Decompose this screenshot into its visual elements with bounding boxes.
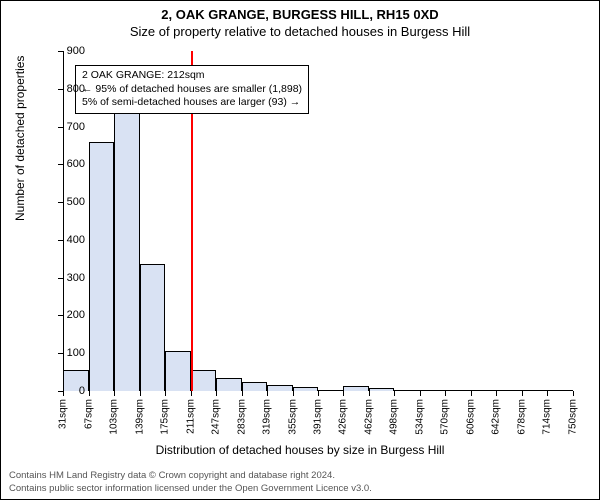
y-tick bbox=[58, 127, 63, 128]
x-tick bbox=[547, 391, 548, 396]
x-tick-label: 750sqm bbox=[568, 399, 579, 435]
y-tick-label: 600 bbox=[67, 158, 85, 170]
y-tick bbox=[58, 353, 63, 354]
x-tick bbox=[63, 391, 64, 396]
x-tick bbox=[191, 391, 192, 396]
x-tick-label: 642sqm bbox=[491, 399, 502, 435]
x-tick-label: 283sqm bbox=[236, 399, 247, 435]
y-tick-label: 300 bbox=[67, 272, 85, 284]
y-tick-label: 100 bbox=[67, 347, 85, 359]
x-tick-label: 139sqm bbox=[134, 399, 145, 435]
x-tick bbox=[318, 391, 319, 396]
x-tick-label: 426sqm bbox=[338, 399, 349, 435]
x-tick bbox=[140, 391, 141, 396]
histogram-bar bbox=[267, 385, 293, 391]
histogram-bar bbox=[191, 370, 217, 391]
y-axis-line bbox=[63, 51, 64, 391]
x-tick bbox=[242, 391, 243, 396]
y-tick bbox=[58, 89, 63, 90]
y-tick-label: 500 bbox=[67, 196, 85, 208]
x-tick-label: 570sqm bbox=[440, 399, 451, 435]
x-tick bbox=[471, 391, 472, 396]
chart-title-main: 2, OAK GRANGE, BURGESS HILL, RH15 0XD bbox=[1, 7, 599, 22]
x-tick-label: 67sqm bbox=[83, 399, 94, 429]
x-tick-label: 103sqm bbox=[109, 399, 120, 435]
histogram-bar bbox=[293, 387, 319, 391]
x-tick bbox=[343, 391, 344, 396]
histogram-bar bbox=[318, 390, 344, 391]
x-axis-label: Distribution of detached houses by size … bbox=[1, 443, 599, 457]
histogram-bar bbox=[343, 386, 369, 391]
annotation-line: ← 95% of detached houses are smaller (1,… bbox=[82, 83, 302, 97]
x-tick-label: 534sqm bbox=[414, 399, 425, 435]
plot-area: 2 OAK GRANGE: 212sqm← 95% of detached ho… bbox=[63, 51, 573, 391]
x-tick bbox=[216, 391, 217, 396]
y-tick-label: 700 bbox=[67, 121, 85, 133]
x-tick bbox=[420, 391, 421, 396]
y-tick bbox=[58, 202, 63, 203]
histogram-bar bbox=[216, 378, 242, 391]
x-tick bbox=[293, 391, 294, 396]
x-tick bbox=[573, 391, 574, 396]
y-tick bbox=[58, 278, 63, 279]
x-tick-label: 211sqm bbox=[185, 399, 196, 434]
x-tick bbox=[394, 391, 395, 396]
x-tick-label: 678sqm bbox=[516, 399, 527, 435]
histogram-bar bbox=[165, 351, 191, 391]
x-tick-label: 319sqm bbox=[262, 399, 273, 435]
y-axis-label: Number of detached properties bbox=[13, 56, 27, 221]
x-tick-label: 462sqm bbox=[363, 399, 374, 435]
y-tick bbox=[58, 51, 63, 52]
x-tick bbox=[445, 391, 446, 396]
x-tick-label: 714sqm bbox=[542, 399, 553, 435]
y-tick bbox=[58, 164, 63, 165]
x-tick bbox=[114, 391, 115, 396]
y-tick-label: 0 bbox=[79, 385, 85, 397]
histogram-bar bbox=[369, 388, 395, 391]
histogram-bar bbox=[140, 264, 166, 391]
y-tick-label: 900 bbox=[67, 45, 85, 57]
footer-attribution: Contains HM Land Registry data © Crown c… bbox=[9, 470, 372, 495]
histogram-bar bbox=[89, 142, 115, 391]
footer-line1: Contains HM Land Registry data © Crown c… bbox=[9, 470, 372, 482]
histogram-bar bbox=[114, 108, 140, 391]
x-tick-label: 247sqm bbox=[211, 399, 222, 435]
x-tick bbox=[522, 391, 523, 396]
x-tick-label: 391sqm bbox=[313, 399, 324, 435]
chart-container: 2, OAK GRANGE, BURGESS HILL, RH15 0XD Si… bbox=[0, 0, 600, 500]
y-tick bbox=[58, 240, 63, 241]
x-tick-label: 355sqm bbox=[287, 399, 298, 435]
x-tick bbox=[89, 391, 90, 396]
y-tick-label: 800 bbox=[67, 83, 85, 95]
annotation-line: 5% of semi-detached houses are larger (9… bbox=[82, 96, 302, 110]
annotation-line: 2 OAK GRANGE: 212sqm bbox=[82, 69, 302, 83]
x-tick bbox=[369, 391, 370, 396]
chart-title-sub: Size of property relative to detached ho… bbox=[1, 24, 599, 39]
y-tick-label: 400 bbox=[67, 234, 85, 246]
y-tick-label: 200 bbox=[67, 309, 85, 321]
x-tick-label: 606sqm bbox=[465, 399, 476, 435]
x-tick bbox=[165, 391, 166, 396]
histogram-bar bbox=[242, 382, 268, 391]
footer-line2: Contains public sector information licen… bbox=[9, 483, 372, 495]
x-tick-label: 175sqm bbox=[160, 399, 171, 435]
x-tick-label: 498sqm bbox=[389, 399, 400, 435]
x-tick-label: 31sqm bbox=[58, 399, 69, 429]
annotation-box: 2 OAK GRANGE: 212sqm← 95% of detached ho… bbox=[75, 65, 309, 114]
x-tick bbox=[267, 391, 268, 396]
y-tick bbox=[58, 315, 63, 316]
x-tick bbox=[496, 391, 497, 396]
